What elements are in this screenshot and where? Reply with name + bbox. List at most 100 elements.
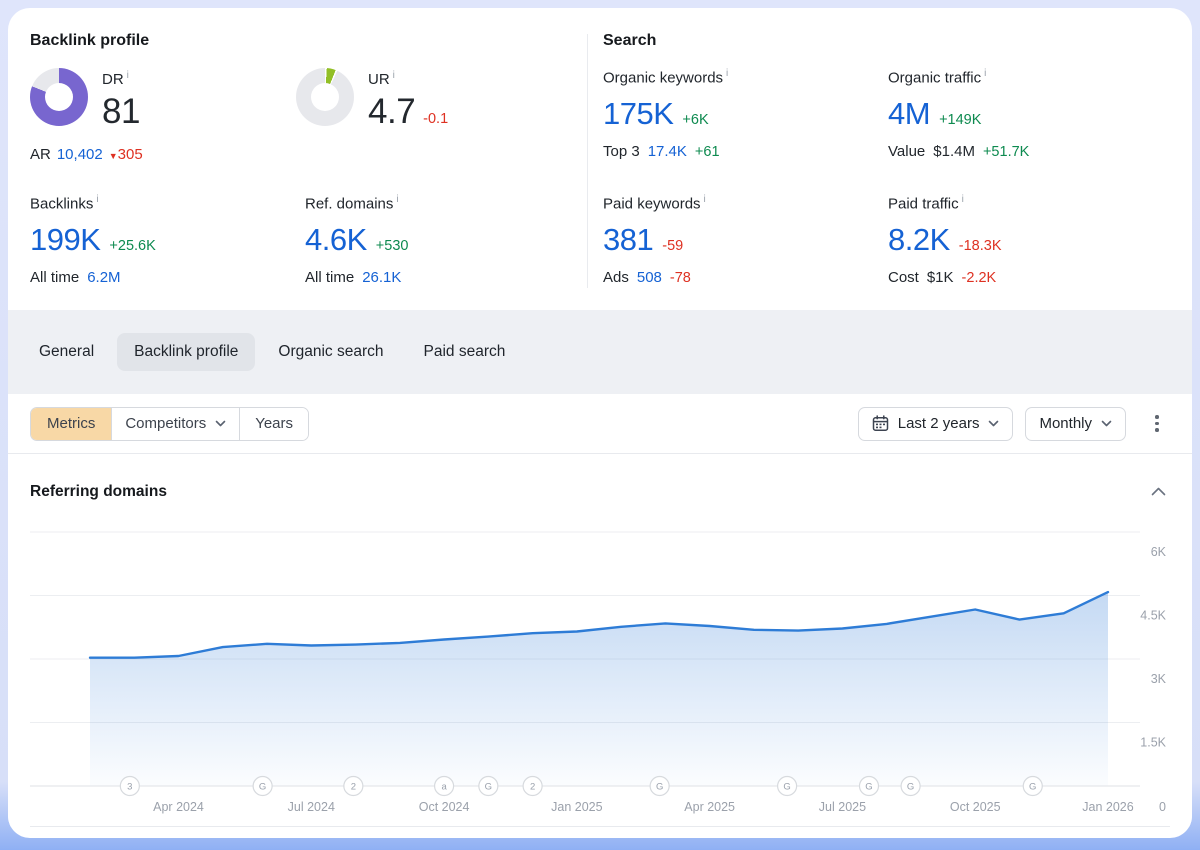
tab-backlink-profile[interactable]: Backlink profile bbox=[117, 333, 256, 371]
referring-domains-panel: Referring domains 6K 4.5K 3K 1.5K 0 3 G 2 a G 2 G G G… bbox=[8, 454, 1192, 827]
tab-organic-search[interactable]: Organic search bbox=[278, 343, 384, 360]
report-tabs: General Backlink profile Organic search … bbox=[8, 310, 1192, 394]
info-icon[interactable]: i bbox=[726, 68, 729, 79]
dashboard-card: Backlink profile Search DR i 81 AR 10,402… bbox=[8, 8, 1192, 838]
sub-label: Value bbox=[888, 143, 926, 161]
stat-label: Ref. domains bbox=[305, 195, 394, 213]
stat-backlinks: Backlinks i 199K +25.6K All time 6.2M bbox=[30, 194, 156, 286]
ur-donut-chart bbox=[296, 68, 354, 126]
chevron-up-icon bbox=[1151, 487, 1166, 496]
info-icon[interactable]: i bbox=[96, 194, 99, 205]
info-icon[interactable]: i bbox=[396, 194, 399, 205]
ur-label: UR bbox=[368, 71, 390, 88]
ar-value[interactable]: 10,402 bbox=[56, 146, 103, 163]
sub-label: Ads bbox=[603, 269, 629, 287]
ar-rank-line: AR 10,402 ▼305 bbox=[30, 146, 143, 163]
organic-traffic-value[interactable]: 4M bbox=[888, 96, 931, 132]
svg-text:6K: 6K bbox=[1151, 545, 1166, 559]
tab-general[interactable]: General bbox=[39, 343, 95, 360]
svg-text:Oct 2024: Oct 2024 bbox=[419, 800, 470, 814]
svg-text:Apr 2024: Apr 2024 bbox=[153, 800, 204, 814]
backlinks-delta: +25.6K bbox=[109, 238, 156, 255]
sub-value[interactable]: 26.1K bbox=[362, 269, 402, 287]
paid-traffic-delta: -18.3K bbox=[958, 238, 1002, 255]
view-segmented-control: Metrics Competitors Years bbox=[30, 406, 310, 441]
sub-delta: +51.7K bbox=[982, 144, 1030, 161]
ref-domains-value[interactable]: 4.6K bbox=[305, 222, 367, 258]
section-divider bbox=[587, 34, 588, 288]
svg-text:3K: 3K bbox=[1151, 672, 1166, 686]
svg-text:G: G bbox=[1029, 782, 1036, 793]
svg-text:Apr 2025: Apr 2025 bbox=[684, 800, 735, 814]
collapse-panel-button[interactable] bbox=[1147, 479, 1170, 505]
date-range-button[interactable]: Last 2 years bbox=[857, 406, 1014, 441]
chevron-down-icon bbox=[989, 420, 999, 427]
stat-label: Paid traffic bbox=[888, 195, 959, 213]
stat-label: Backlinks bbox=[30, 195, 94, 213]
competitors-dropdown[interactable]: Competitors bbox=[111, 407, 240, 440]
search-section-title: Search bbox=[603, 32, 657, 49]
sub-value[interactable]: 17.4K bbox=[647, 143, 687, 161]
ar-label: AR bbox=[30, 146, 51, 163]
organic-keywords-value[interactable]: 175K bbox=[603, 96, 674, 132]
stat-label: Organic keywords bbox=[603, 69, 724, 87]
years-toggle[interactable]: Years bbox=[239, 407, 309, 440]
svg-text:Oct 2025: Oct 2025 bbox=[950, 800, 1001, 814]
panel-title: Referring domains bbox=[30, 483, 167, 500]
stat-ref-domains: Ref. domains i 4.6K +530 All time 26.1K bbox=[305, 194, 408, 286]
sub-delta: -78 bbox=[669, 270, 691, 287]
sub-value[interactable]: 508 bbox=[636, 269, 662, 287]
sub-delta: -2.2K bbox=[961, 270, 997, 287]
sub-label: All time bbox=[30, 269, 80, 287]
sub-label: Top 3 bbox=[603, 143, 640, 161]
svg-text:Jan 2025: Jan 2025 bbox=[551, 800, 602, 814]
sub-delta: +61 bbox=[694, 144, 720, 161]
ref-domains-delta: +530 bbox=[375, 238, 409, 255]
chevron-down-icon bbox=[1101, 420, 1112, 427]
down-triangle-icon: ▼ bbox=[108, 151, 118, 161]
svg-text:G: G bbox=[907, 782, 914, 793]
info-icon[interactable]: i bbox=[984, 68, 987, 79]
metrics-toggle[interactable]: Metrics bbox=[31, 407, 112, 440]
svg-text:a: a bbox=[441, 782, 447, 793]
info-icon[interactable]: i bbox=[126, 70, 129, 81]
chart-toolbar: Metrics Competitors Years Last 2 years M… bbox=[8, 394, 1192, 454]
info-icon[interactable]: i bbox=[703, 194, 706, 205]
backlinks-value[interactable]: 199K bbox=[30, 222, 101, 258]
stat-organic-traffic: Organic traffic i 4M +149K Value $1.4M +5… bbox=[888, 68, 1029, 160]
sub-value[interactable]: 6.2M bbox=[87, 269, 121, 287]
calendar-icon bbox=[872, 415, 888, 431]
ur-delta: -0.1 bbox=[423, 111, 449, 127]
stat-label: Organic traffic bbox=[888, 69, 982, 87]
organic-keywords-delta: +6K bbox=[682, 112, 709, 129]
svg-text:2: 2 bbox=[351, 782, 356, 793]
sub-label: All time bbox=[305, 269, 355, 287]
paid-keywords-delta: -59 bbox=[662, 238, 684, 255]
dr-value: 81 bbox=[102, 92, 140, 131]
dr-label: DR bbox=[102, 71, 124, 88]
panel-bottom-border bbox=[30, 826, 1170, 827]
paid-traffic-value[interactable]: 8.2K bbox=[888, 222, 950, 258]
referring-domains-chart[interactable]: 6K 4.5K 3K 1.5K 0 3 G 2 a G 2 G G G G G Apr 2024 Jul 2024… bbox=[30, 519, 1170, 824]
sub-value: $1.4M bbox=[933, 143, 975, 161]
svg-text:Jul 2024: Jul 2024 bbox=[288, 800, 335, 814]
svg-text:G: G bbox=[259, 782, 266, 793]
stat-label: Paid keywords bbox=[603, 195, 701, 213]
stat-paid-keywords: Paid keywords i 381 -59 Ads 508 -78 bbox=[603, 194, 706, 286]
info-icon[interactable]: i bbox=[392, 70, 395, 81]
svg-text:Jan 2026: Jan 2026 bbox=[1082, 800, 1133, 814]
granularity-button[interactable]: Monthly bbox=[1025, 406, 1126, 441]
svg-text:G: G bbox=[865, 782, 872, 793]
ur-gauge-block: UR i 4.7 -0.1 bbox=[296, 68, 448, 132]
stat-organic-keywords: Organic keywords i 175K +6K Top 3 17.4K +… bbox=[603, 68, 728, 160]
info-icon[interactable]: i bbox=[961, 194, 964, 205]
svg-text:3: 3 bbox=[127, 782, 132, 793]
ur-value: 4.7 bbox=[368, 92, 416, 131]
sub-label: Cost bbox=[888, 269, 919, 287]
paid-keywords-value[interactable]: 381 bbox=[603, 222, 654, 258]
tab-paid-search[interactable]: Paid search bbox=[423, 343, 506, 360]
stats-overview: Backlink profile Search DR i 81 AR 10,402… bbox=[8, 8, 1192, 310]
more-options-button[interactable] bbox=[1144, 407, 1170, 441]
organic-traffic-delta: +149K bbox=[939, 112, 982, 129]
